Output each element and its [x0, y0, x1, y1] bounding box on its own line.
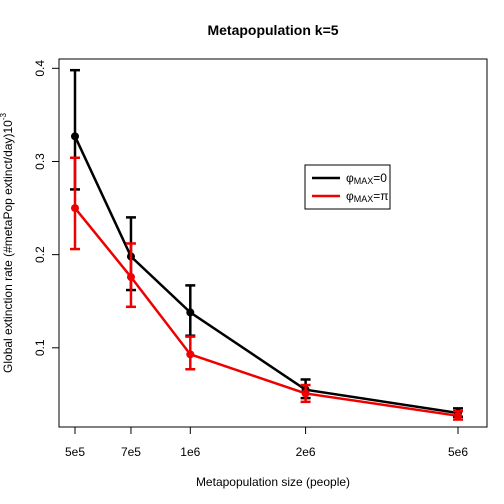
series-1: [70, 158, 463, 420]
y-axis-label-exponent: -3: [0, 112, 8, 120]
series-0-point-2: [186, 308, 194, 316]
y-axis: 0.1 0.2 0.3 0.4: [33, 60, 59, 357]
x-tick-label-3: 2e6: [296, 445, 316, 459]
x-tick-label-2: 1e6: [180, 445, 200, 459]
y-tick-label-2: 0.3: [33, 153, 47, 170]
series-1-point-4: [454, 412, 462, 420]
plot-frame: [59, 59, 487, 427]
series-1-point-3: [302, 389, 310, 397]
legend-value-0: =0: [373, 171, 387, 185]
y-tick-label-0: 0.1: [33, 339, 47, 356]
y-tick-label-3: 0.4: [33, 60, 47, 77]
x-axis-label: Metapopulation size (people): [196, 475, 350, 489]
x-axis: 5e5 7e5 1e6 2e6 5e6: [65, 427, 468, 459]
legend: φMAX=0 φMAX=π: [305, 165, 390, 209]
x-tick-label-4: 5e6: [448, 445, 468, 459]
series-1-point-1: [127, 273, 135, 281]
y-axis-label: Global extinction rate (#metaPop extinct…: [0, 112, 15, 372]
series-1-point-2: [186, 350, 194, 358]
legend-subscript-0: MAX: [354, 176, 374, 186]
series-0-point-0: [71, 132, 79, 140]
series-layer: [70, 70, 463, 420]
y-axis-label-main: Global extinction rate (#metaPop extinct…: [1, 120, 15, 373]
series-1-point-0: [71, 204, 79, 212]
legend-subscript-1: MAX: [354, 194, 374, 204]
y-tick-label-1: 0.2: [33, 246, 47, 263]
chart-title: Metapopulation k=5: [207, 22, 338, 38]
y-axis-label-group: Global extinction rate (#metaPop extinct…: [0, 112, 15, 372]
x-tick-label-1: 7e5: [121, 445, 141, 459]
x-tick-label-0: 5e5: [65, 445, 85, 459]
series-1-line: [75, 208, 458, 416]
legend-value-1: =π: [373, 189, 388, 203]
